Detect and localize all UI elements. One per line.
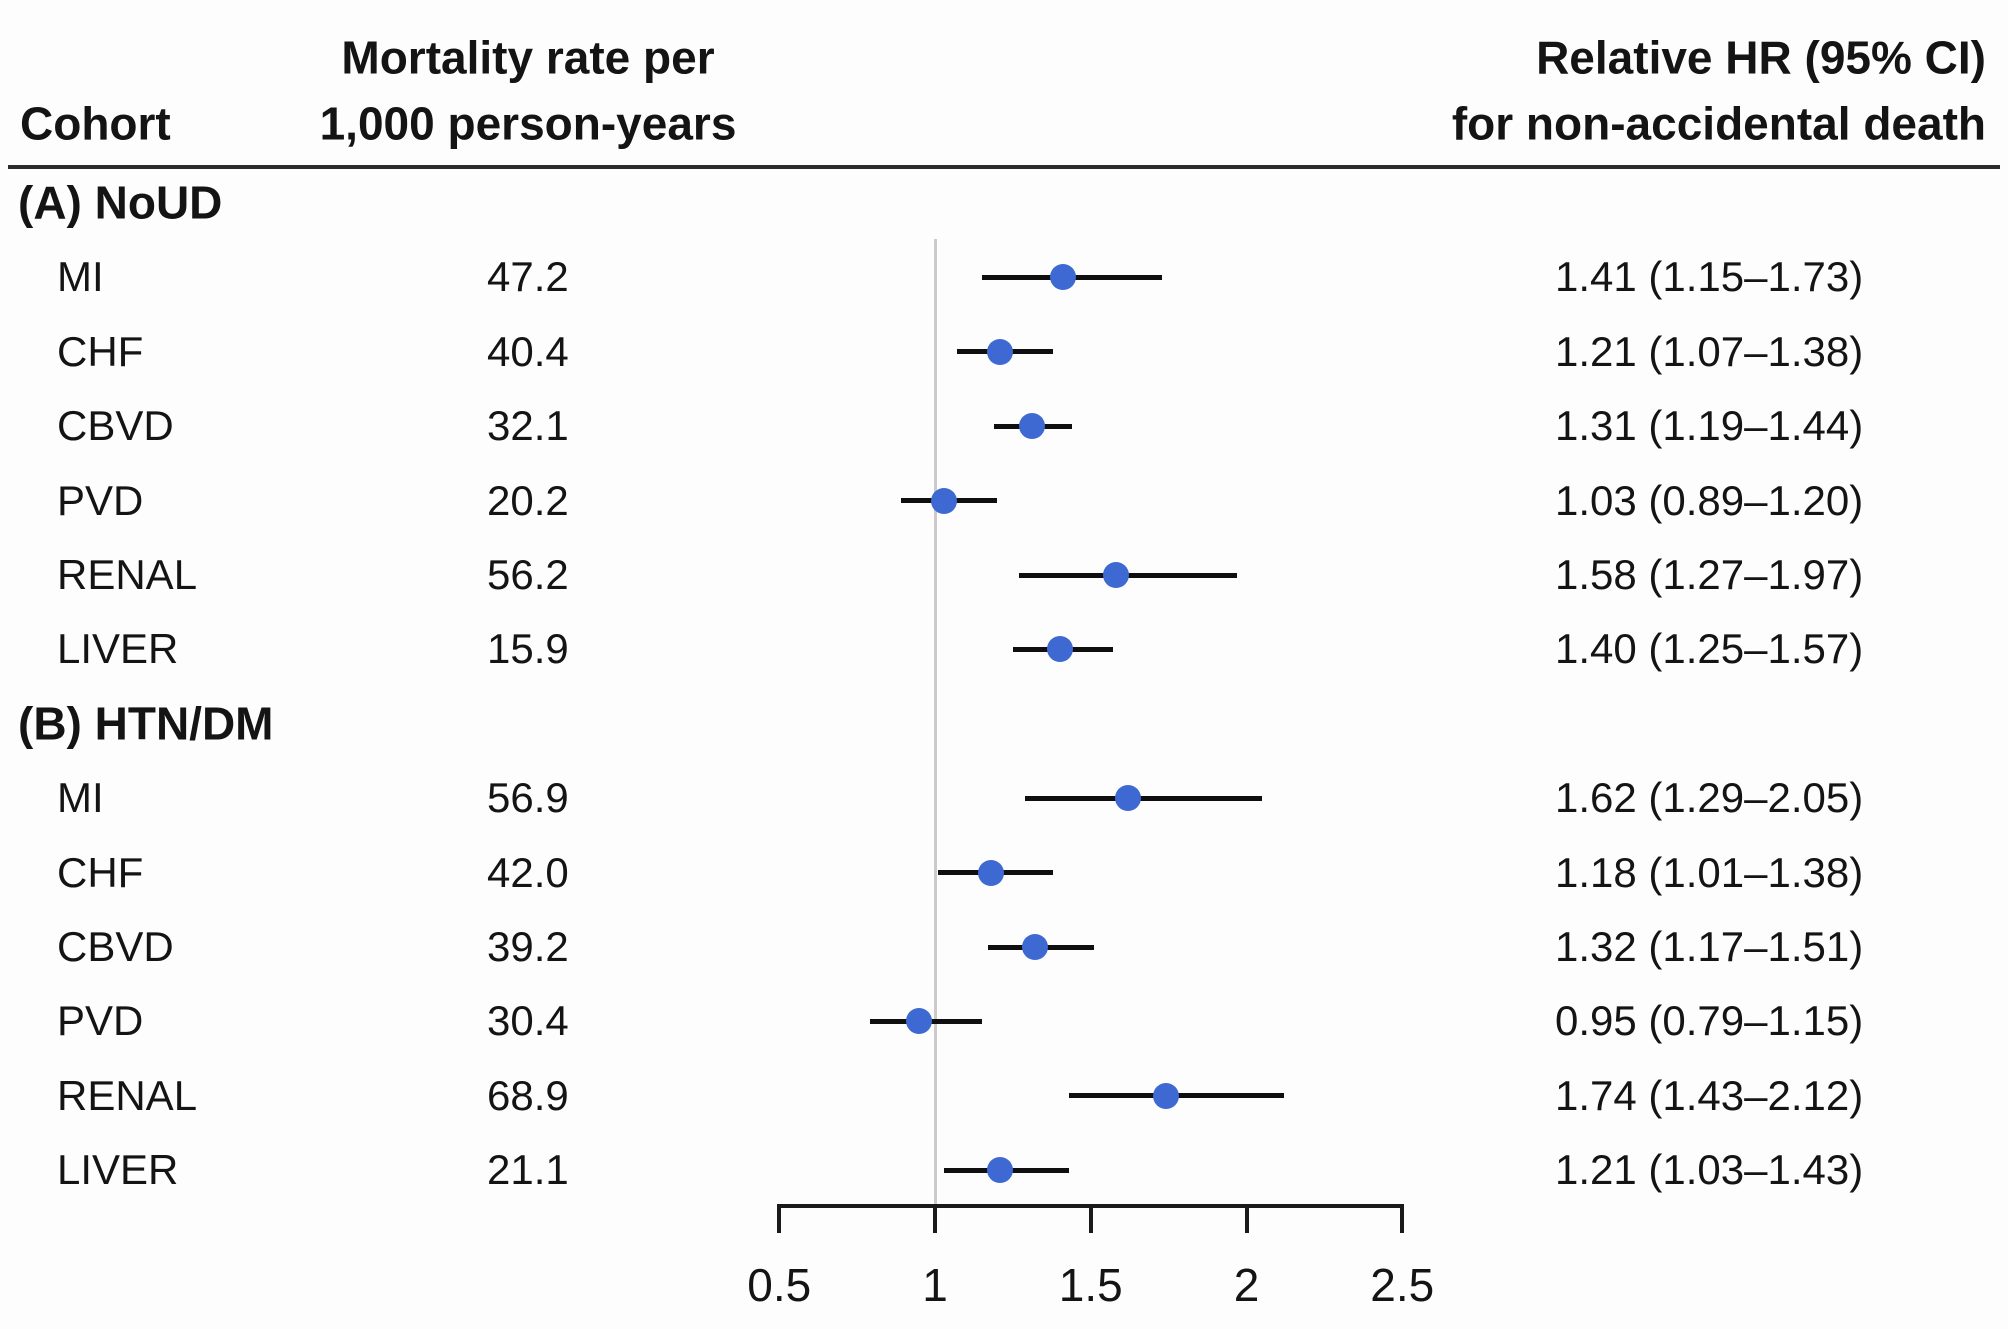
hr-ci-value: 1.41 (1.15–1.73)	[1555, 253, 1864, 301]
mortality-rate-value: 21.1	[487, 1146, 569, 1194]
hr-ci-value: 1.18 (1.01–1.38)	[1555, 848, 1864, 896]
mortality-rate-value: 47.2	[487, 253, 569, 301]
mortality-rate-value: 42.0	[487, 848, 569, 896]
hr-ci-value: 1.62 (1.29–2.05)	[1555, 774, 1864, 822]
x-axis-tick	[1088, 1206, 1093, 1233]
mortality-rate-value: 30.4	[487, 997, 569, 1045]
x-axis-tick	[777, 1206, 782, 1233]
mortality-rate-value: 56.9	[487, 774, 569, 822]
column-header-hr-line1: Relative HR (95% CI)	[1536, 31, 1986, 84]
mortality-rate-value: 68.9	[487, 1071, 569, 1119]
hr-point-marker	[931, 487, 958, 514]
hr-point-marker	[1115, 785, 1142, 812]
ci-line	[1025, 795, 1263, 801]
row-cohort-label: CBVD	[57, 402, 174, 450]
hr-ci-value: 1.58 (1.27–1.97)	[1555, 550, 1864, 598]
x-axis-tick	[1400, 1206, 1405, 1233]
reference-line	[933, 239, 937, 1206]
section-header: (B) HTN/DM	[18, 697, 274, 750]
row-cohort-label: PVD	[57, 997, 144, 1045]
row-cohort-label: MI	[57, 253, 104, 301]
row-cohort-label: MI	[57, 774, 104, 822]
row-cohort-label: CBVD	[57, 922, 174, 970]
hr-point-marker	[1018, 413, 1045, 440]
hr-point-marker	[1152, 1082, 1179, 1109]
hr-point-marker	[906, 1008, 933, 1035]
column-header-rate-line2: 1,000 person-years	[319, 97, 737, 150]
x-axis-tick-label: 2	[1233, 1259, 1260, 1311]
row-cohort-label: RENAL	[57, 550, 198, 598]
hr-ci-value: 1.74 (1.43–2.12)	[1555, 1071, 1864, 1119]
hr-point-marker	[978, 859, 1005, 886]
hr-point-marker	[1021, 934, 1048, 960]
column-header-rate-line1: Mortality rate per	[341, 31, 715, 84]
row-cohort-label: LIVER	[57, 1146, 179, 1194]
mortality-rate-value: 15.9	[487, 625, 569, 673]
column-header-cohort: Cohort	[20, 97, 171, 150]
column-header-hr-line2: for non-accidental death	[1451, 97, 1986, 150]
hr-ci-value: 1.32 (1.17–1.51)	[1555, 922, 1864, 970]
hr-point-marker	[1046, 636, 1073, 663]
x-axis-tick	[1244, 1206, 1249, 1233]
mortality-rate-value: 39.2	[487, 922, 569, 970]
row-cohort-label: CHF	[57, 848, 144, 896]
header-divider-line	[8, 165, 2000, 169]
mortality-rate-value: 40.4	[487, 327, 569, 375]
x-axis-tick-label: 1	[922, 1259, 948, 1311]
row-cohort-label: CHF	[57, 327, 144, 375]
hr-ci-value: 1.21 (1.03–1.43)	[1555, 1146, 1864, 1194]
row-cohort-label: LIVER	[57, 625, 179, 673]
mortality-rate-value: 56.2	[487, 550, 569, 598]
hr-ci-value: 1.40 (1.25–1.57)	[1555, 625, 1864, 673]
mortality-rate-value: 32.1	[487, 402, 569, 450]
row-cohort-label: RENAL	[57, 1071, 198, 1119]
x-axis-tick	[933, 1206, 937, 1233]
section-header: (A) NoUD	[18, 176, 223, 229]
hr-ci-value: 1.21 (1.07–1.38)	[1555, 327, 1864, 375]
hr-ci-value: 0.95 (0.79–1.15)	[1555, 997, 1864, 1045]
hr-point-marker	[987, 338, 1014, 365]
x-axis-tick-label: 1.5	[1058, 1259, 1123, 1311]
hr-ci-value: 1.31 (1.19–1.44)	[1555, 402, 1864, 450]
mortality-rate-value: 20.2	[487, 476, 569, 524]
row-cohort-label: PVD	[57, 476, 144, 524]
hr-point-marker	[1049, 264, 1076, 291]
hr-point-marker	[1102, 562, 1129, 588]
hr-ci-value: 1.03 (0.89–1.20)	[1555, 476, 1864, 524]
x-axis-tick-label: 2.5	[1370, 1259, 1435, 1311]
x-axis-tick-label: 0.5	[747, 1259, 812, 1311]
hr-point-marker	[987, 1157, 1014, 1184]
